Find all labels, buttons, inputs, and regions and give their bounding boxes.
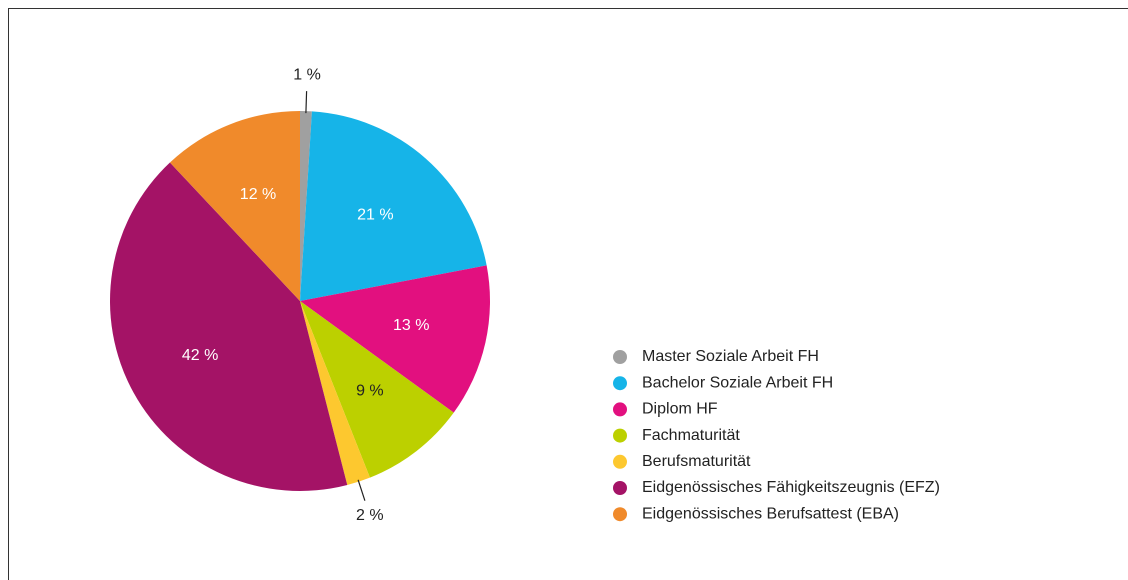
pie-slice <box>300 301 370 486</box>
legend-marker <box>613 507 627 522</box>
data-label: 21 % <box>357 207 393 224</box>
pie-slice <box>169 111 300 301</box>
data-label: 1 % <box>293 66 321 83</box>
legend-label: Bachelor Soziale Arbeit FH <box>642 374 833 391</box>
legend-label: Eidgenössisches Fähigkeitszeugnis (EFZ) <box>642 479 940 496</box>
leader-line <box>357 479 366 501</box>
pie-slice <box>300 111 312 301</box>
pie-slice <box>300 265 491 413</box>
legend-marker <box>613 376 627 391</box>
legend-label: Berufsmaturität <box>642 453 751 470</box>
data-label: 12 % <box>240 186 276 203</box>
legend-label: Master Soziale Arbeit FH <box>642 348 819 365</box>
legend-marker <box>613 350 627 364</box>
pie-slice <box>109 162 348 491</box>
legend-marker <box>613 428 627 443</box>
data-label: 9 % <box>356 382 384 399</box>
legend-marker <box>613 454 627 469</box>
frame <box>8 8 1128 580</box>
data-label: 13 % <box>393 317 429 334</box>
legend-marker <box>613 481 627 495</box>
legend-label: Fachmaturität <box>642 427 740 444</box>
legend-marker <box>613 402 627 417</box>
legend-label: Eidgenössisches Berufsattest (EBA) <box>642 505 899 522</box>
pie-slice <box>300 111 487 301</box>
data-label: 42 % <box>182 347 218 364</box>
leader-line <box>305 91 308 114</box>
legend-label: Diplom HF <box>642 401 718 418</box>
data-label: 2 % <box>356 507 384 524</box>
pie-slice <box>300 301 454 478</box>
